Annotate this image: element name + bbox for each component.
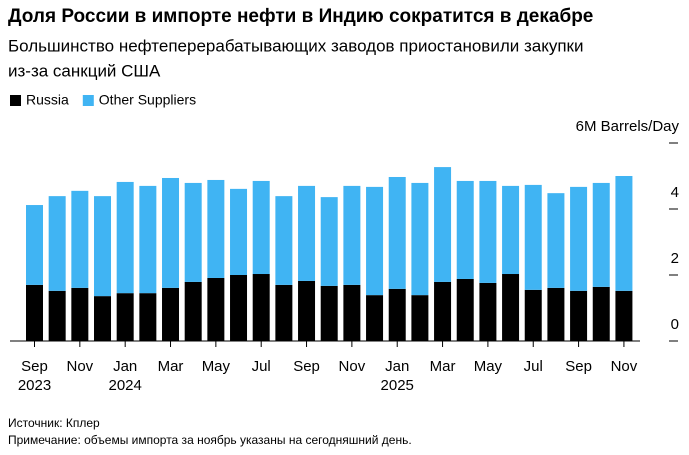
bar [479,180,497,283]
bar [547,193,565,288]
bar [184,182,202,282]
x-tick-label: Mar [430,358,456,375]
bar [434,167,452,282]
x-tick-label: Mar [158,358,184,375]
legend-swatch [82,95,94,106]
bar [388,288,406,341]
bar [570,186,588,291]
y-tick-label: 0 [671,316,679,333]
bar [456,180,474,279]
bar [615,290,633,341]
legend-swatch [10,95,21,106]
bar [298,185,316,281]
y-tick-label: 4 [671,184,679,201]
bar [94,196,112,297]
x-year-label: 2025 [381,377,414,394]
bar [230,188,248,275]
bar [116,293,134,341]
y-tick-label: 2 [671,250,679,267]
bar [48,196,66,291]
bar [71,190,89,288]
bar [502,185,520,275]
note: Примечание: объемы импорта за ноябрь ука… [8,433,412,447]
bar [162,287,180,341]
bar [230,275,248,341]
x-tick-label: Nov [611,358,638,375]
x-year-label: 2024 [108,377,141,394]
bar [615,176,633,291]
x-tick-label: May [202,358,231,375]
bar [592,286,610,341]
bar [207,179,225,278]
bar [366,295,384,341]
bar [366,186,384,296]
x-tick-label: Nov [66,358,93,375]
x-tick-label: Jan [113,358,137,375]
bar [162,177,180,288]
legend-label: Russia [26,92,69,108]
bar [570,290,588,341]
bar [139,185,157,294]
bar [139,293,157,341]
bar [524,184,542,290]
bar [275,196,293,285]
bar [94,296,112,341]
bar [411,182,429,296]
bar [207,277,225,341]
bar [411,295,429,341]
bar [524,289,542,341]
bar [26,205,43,285]
bar [547,287,565,341]
x-tick-label: Jul [252,358,271,375]
x-year-label: 2023 [18,377,51,394]
x-tick-label: Sep [565,358,592,375]
chart-subtitle: из-за санкций США [8,61,161,80]
bar [456,278,474,341]
bar [343,284,361,341]
bar [343,185,361,285]
x-tick-label: Jul [524,358,543,375]
bar [479,282,497,341]
bar [71,287,89,341]
bar [434,281,452,341]
bar [252,180,270,275]
bar [388,176,406,289]
legend-label: Other Suppliers [99,92,196,108]
bar [502,274,520,341]
bar [320,285,338,341]
bar [252,274,270,341]
y-tick-label: 6M Barrels/Day [576,118,680,135]
chart-title: Доля России в импорте нефти в Индию сокр… [8,6,593,27]
bar [298,280,316,341]
x-tick-label: Sep [293,358,320,375]
chart-subtitle: Большинство нефтеперерабатывающих заводо… [8,36,584,55]
bar [592,182,610,287]
bar [48,290,66,341]
bar [320,197,338,286]
bar [275,284,293,341]
x-tick-label: Sep [21,358,48,375]
x-tick-label: Jan [385,358,409,375]
bar [184,281,202,341]
x-tick-label: Nov [339,358,366,375]
bar [116,181,134,294]
bar [26,284,43,341]
x-tick-label: May [474,358,503,375]
source: Источник: Кплер [8,416,100,430]
